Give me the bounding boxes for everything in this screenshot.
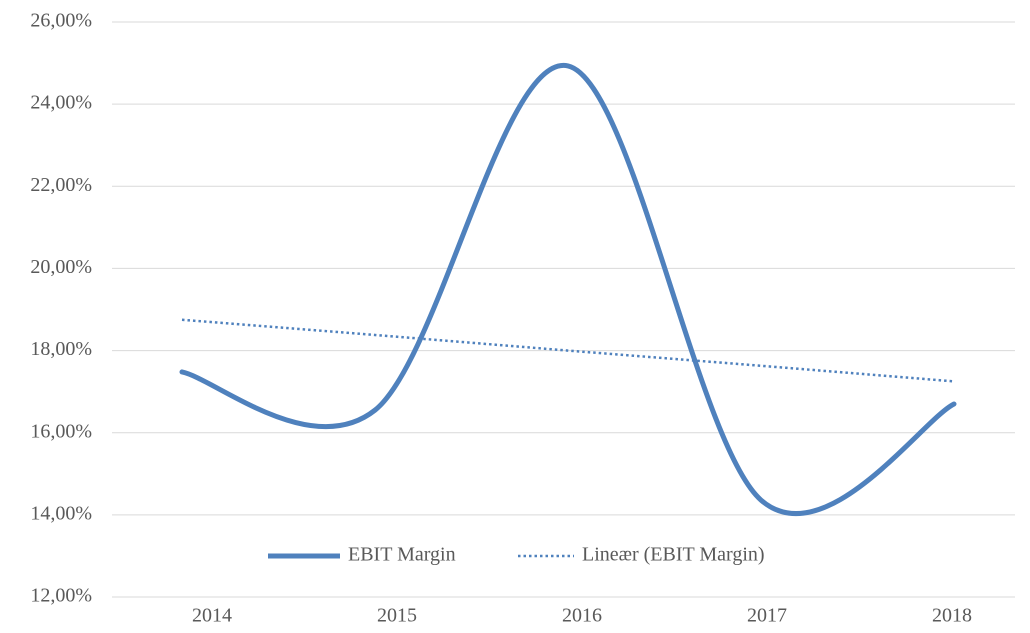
x-tick-label: 2018: [932, 605, 972, 627]
y-tick-label: 12,00%: [30, 585, 92, 607]
legend-item: EBIT Margin: [268, 544, 456, 566]
y-tick-label: 16,00%: [30, 420, 92, 442]
legend-item: Lineær (EBIT Margin): [518, 544, 765, 566]
y-tick-label: 20,00%: [30, 256, 92, 278]
y-tick-label: 18,00%: [30, 338, 92, 360]
y-tick-label: 14,00%: [30, 502, 92, 524]
x-tick-label: 2014: [192, 605, 232, 627]
x-tick-label: 2015: [377, 605, 417, 627]
y-tick-label: 24,00%: [30, 92, 92, 114]
x-tick-label: 2017: [747, 605, 787, 627]
legend-label: EBIT Margin: [348, 544, 456, 566]
y-tick-label: 22,00%: [30, 174, 92, 196]
y-tick-label: 26,00%: [30, 10, 92, 32]
series-line: [179, 63, 957, 517]
legend-label: Lineær (EBIT Margin): [582, 544, 765, 566]
x-tick-label: 2016: [562, 605, 602, 627]
series-line: [181, 318, 955, 383]
